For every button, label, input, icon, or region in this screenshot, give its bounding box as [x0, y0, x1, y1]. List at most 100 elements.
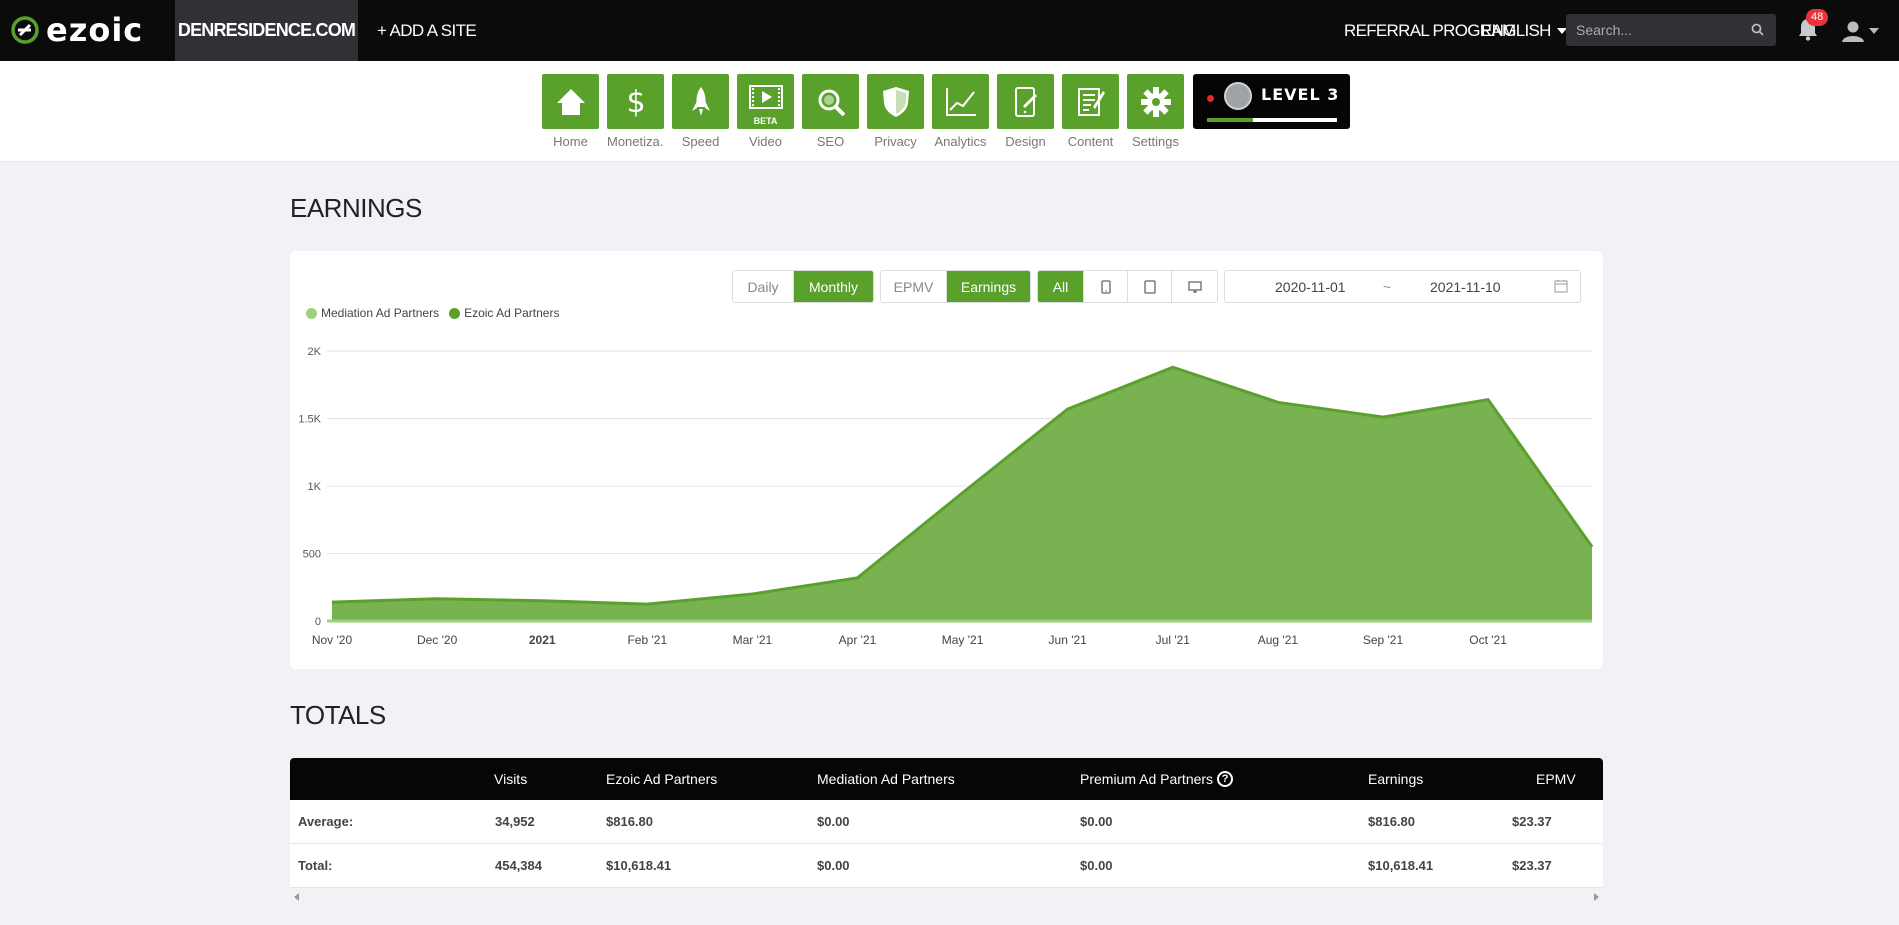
column-header-epmv[interactable]: EPMV	[1536, 771, 1576, 787]
add-site-link[interactable]: + ADD A SITE	[377, 20, 477, 40]
legend-swatch	[449, 307, 461, 319]
x-tick-label: Aug '21	[1258, 633, 1299, 647]
column-header-visits[interactable]: Visits	[494, 771, 528, 787]
desktop-button[interactable]	[1171, 271, 1217, 302]
search-input[interactable]	[1576, 22, 1736, 38]
epmv-button[interactable]: EPMV	[881, 271, 946, 302]
data-point	[436, 598, 438, 600]
search-icon[interactable]	[1751, 23, 1764, 36]
table-cell: Total:	[298, 858, 333, 873]
nav-content[interactable]: Content	[1062, 74, 1119, 149]
logo-text: ezoic	[46, 11, 144, 49]
horizontal-scrollbar[interactable]	[290, 888, 1603, 906]
date-separator: ~	[1383, 278, 1392, 295]
x-tick-label: Jun '21	[1049, 633, 1088, 647]
monthly-button[interactable]: Monthly	[793, 271, 873, 302]
gear-icon	[1140, 86, 1171, 117]
metric-toggle: EPMV Earnings	[880, 270, 1031, 303]
x-tick-label: Sep '21	[1363, 633, 1404, 647]
desktop-icon	[1187, 280, 1202, 293]
ezoic-logo[interactable]: ezoic	[10, 13, 143, 47]
date-range-picker[interactable]: 2020-11-01 ~ 2021-11-10	[1224, 270, 1581, 303]
column-header-mediation[interactable]: Mediation Ad Partners	[817, 771, 955, 787]
document-icon	[1077, 87, 1105, 116]
y-tick-label: 1K	[308, 481, 322, 493]
legend-item-mediation[interactable]: Mediation Ad Partners	[306, 306, 439, 320]
language-dropdown[interactable]: ENGLISH	[1481, 0, 1567, 61]
level-badge[interactable]: LEVEL 3	[1193, 74, 1350, 129]
x-tick-label: May '21	[942, 633, 984, 647]
device-all-button[interactable]: All	[1038, 271, 1083, 302]
referral-program-link[interactable]: REFERRAL PROGRAM	[1344, 20, 1516, 40]
earnings-card: Daily Monthly EPMV Earnings All 2020-11-…	[290, 251, 1603, 669]
nav-privacy[interactable]: Privacy	[867, 74, 924, 149]
device-toggle: All	[1037, 270, 1218, 303]
table-cell: $816.80	[1368, 814, 1415, 829]
earnings-title: EARNINGS	[290, 193, 422, 223]
nav-seo[interactable]: SEO	[802, 74, 859, 149]
table-cell: $0.00	[1080, 814, 1113, 829]
search-box[interactable]	[1566, 14, 1776, 46]
table-row: Total: 454,384 $10,618.41 $0.00 $0.00 $1…	[290, 844, 1603, 888]
magnifier-icon	[818, 89, 845, 116]
column-header-premium[interactable]: Premium Ad Partners ?	[1080, 758, 1234, 800]
user-menu[interactable]	[1841, 19, 1879, 43]
nav-home[interactable]: Home	[542, 74, 599, 149]
nav-settings[interactable]: Settings	[1127, 74, 1184, 149]
y-tick-label: 2K	[308, 346, 322, 358]
data-point	[646, 603, 648, 605]
date-end: 2021-11-10	[1430, 278, 1501, 295]
tablet-button[interactable]	[1127, 271, 1171, 302]
table-cell: $10,618.41	[1368, 858, 1434, 873]
x-tick-label: 2021	[529, 633, 556, 647]
table-cell: $23.37	[1512, 858, 1552, 873]
table-cell: 454,384	[495, 858, 542, 873]
nav-label-speed: Speed	[681, 134, 720, 149]
data-point	[1277, 401, 1279, 403]
scroll-left-icon[interactable]	[294, 893, 299, 901]
help-icon[interactable]: ?	[1217, 771, 1234, 787]
status-dot	[1207, 95, 1214, 102]
nav-label-monetization: Monetiza...	[607, 134, 664, 149]
data-point	[541, 600, 543, 602]
column-header-ezoic[interactable]: Ezoic Ad Partners	[606, 771, 718, 787]
data-point	[751, 593, 753, 595]
x-tick-label: Mar '21	[733, 633, 773, 647]
data-point	[331, 601, 333, 603]
data-point	[1487, 399, 1489, 401]
period-toggle: Daily Monthly	[732, 270, 874, 303]
earnings-button[interactable]: Earnings	[946, 271, 1030, 302]
nav-label-content: Content	[1067, 134, 1114, 149]
nav-monetization[interactable]: $ Monetiza...	[607, 74, 664, 149]
dollar-icon: $	[626, 85, 645, 119]
nav-analytics[interactable]: Analytics	[932, 74, 989, 149]
nav-speed[interactable]: Speed	[672, 74, 729, 149]
legend-label: Ezoic Ad Partners	[464, 306, 560, 320]
x-tick-label: Oct '21	[1469, 633, 1507, 647]
nav-label-seo: SEO	[816, 134, 845, 149]
video-icon	[748, 84, 783, 109]
shield-icon	[882, 86, 909, 117]
table-cell: $0.00	[817, 858, 850, 873]
column-header-earnings[interactable]: Earnings	[1368, 771, 1424, 787]
table-cell: $10,618.41	[606, 858, 672, 873]
totals-title: TOTALS	[290, 700, 386, 730]
legend-item-ezoic[interactable]: Ezoic Ad Partners	[449, 306, 559, 320]
site-selector[interactable]: DENRESIDENCE.COM	[175, 0, 358, 61]
column-header-label: Premium Ad Partners	[1080, 771, 1214, 787]
line-chart-icon	[945, 87, 976, 116]
table-cell: $816.80	[606, 814, 653, 829]
home-icon	[556, 88, 585, 115]
chevron-down-icon	[1869, 28, 1879, 34]
daily-button[interactable]: Daily	[733, 271, 793, 302]
calendar-icon[interactable]	[1554, 279, 1568, 293]
scroll-right-icon[interactable]	[1594, 893, 1599, 901]
chevron-down-icon	[1556, 27, 1567, 34]
level-label: LEVEL 3	[1261, 85, 1340, 104]
nav-video[interactable]: BETA Video	[737, 74, 794, 149]
nav-label-home: Home	[553, 134, 588, 149]
mobile-button[interactable]	[1083, 271, 1127, 302]
nav-design[interactable]: Design	[997, 74, 1054, 149]
x-tick-label: Dec '20	[417, 633, 458, 647]
beta-badge: BETA	[753, 116, 778, 126]
